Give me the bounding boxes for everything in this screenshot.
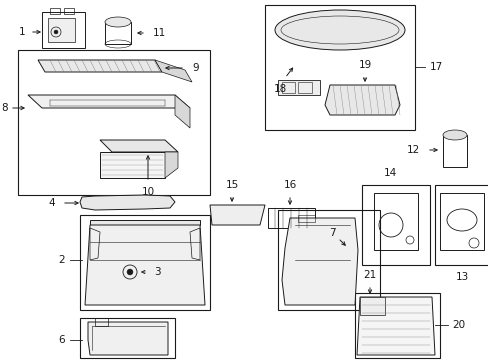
Text: 9: 9 [192, 63, 198, 73]
Bar [434, 185, 488, 265]
Bar [264, 5, 414, 130]
Text: 15: 15 [225, 180, 238, 190]
Polygon shape [80, 195, 175, 210]
Text: 18: 18 [273, 84, 286, 94]
Polygon shape [85, 225, 204, 305]
Bar [80, 318, 175, 358]
Circle shape [127, 269, 133, 275]
Ellipse shape [105, 17, 131, 27]
Text: 1: 1 [19, 27, 25, 37]
Bar [278, 210, 379, 310]
Text: 13: 13 [454, 272, 468, 282]
Polygon shape [155, 60, 192, 82]
Polygon shape [90, 220, 200, 225]
Polygon shape [88, 322, 168, 355]
Bar [439, 193, 483, 250]
Bar [354, 293, 439, 358]
Text: 4: 4 [49, 198, 55, 208]
Bar [373, 193, 417, 250]
Bar [42, 12, 85, 48]
Text: 14: 14 [383, 168, 396, 178]
Bar [80, 215, 209, 310]
Bar [278, 80, 319, 95]
Polygon shape [209, 205, 264, 225]
Bar [442, 135, 466, 167]
Text: 3: 3 [154, 267, 160, 277]
Bar [105, 22, 131, 44]
Text: 21: 21 [363, 270, 376, 280]
Text: 7: 7 [328, 228, 335, 238]
Ellipse shape [442, 130, 466, 140]
Bar [18, 50, 209, 195]
Polygon shape [356, 297, 434, 355]
Text: 19: 19 [358, 60, 371, 70]
Bar [361, 185, 429, 265]
Text: 6: 6 [59, 335, 65, 345]
Polygon shape [28, 95, 190, 108]
Polygon shape [164, 152, 178, 178]
Text: 16: 16 [283, 180, 296, 190]
Polygon shape [100, 140, 178, 152]
Bar [48, 18, 75, 42]
Text: 2: 2 [59, 255, 65, 265]
Text: 12: 12 [406, 145, 419, 155]
Bar [50, 8, 60, 14]
Text: 20: 20 [451, 320, 464, 330]
Bar [297, 82, 311, 93]
Polygon shape [38, 60, 162, 72]
Bar [282, 82, 294, 93]
Bar [95, 318, 108, 326]
Polygon shape [175, 95, 190, 128]
Text: 8: 8 [1, 103, 8, 113]
Polygon shape [325, 85, 399, 115]
Polygon shape [282, 218, 357, 305]
Text: 17: 17 [429, 62, 442, 72]
Polygon shape [100, 152, 164, 178]
Bar [64, 8, 74, 14]
Text: 10: 10 [141, 187, 154, 197]
Circle shape [54, 30, 58, 34]
Bar [359, 297, 384, 315]
Bar [297, 215, 314, 222]
Text: 11: 11 [153, 28, 166, 38]
Ellipse shape [274, 10, 404, 50]
